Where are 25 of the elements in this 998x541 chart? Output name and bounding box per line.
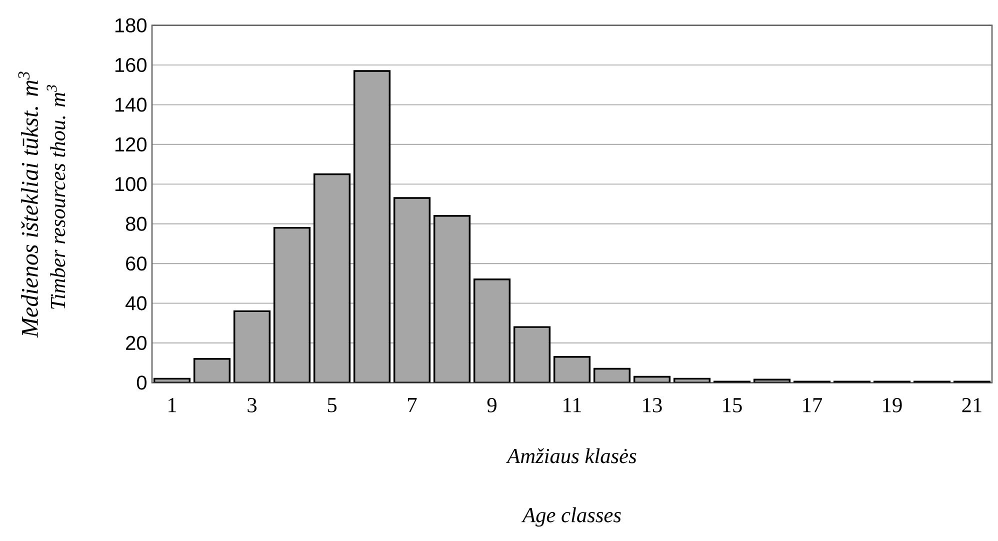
x-tick-label: 5 bbox=[328, 398, 336, 412]
y-tick-label: 160 bbox=[115, 58, 146, 72]
x-tick-label: 11 bbox=[564, 398, 581, 412]
y-tick-label: 140 bbox=[115, 98, 146, 112]
x-tick-label: 15 bbox=[723, 398, 742, 412]
y-tick-label: 120 bbox=[115, 137, 146, 152]
y-tick-label: 100 bbox=[115, 177, 146, 192]
x-tick-label: 13 bbox=[643, 398, 662, 412]
x-tick-label: 19 bbox=[883, 398, 902, 412]
text: Timber resources thou. m$^{3}$ bbox=[46, 84, 66, 309]
y-tick-label: 60 bbox=[126, 256, 146, 271]
y-tick-label: 80 bbox=[126, 216, 146, 231]
y-tick-label: 20 bbox=[126, 336, 146, 350]
x-axis-title: Amžiaus klasės bbox=[506, 448, 636, 464]
y-tick-label: 180 bbox=[115, 18, 146, 32]
x-tick-label: 9 bbox=[487, 398, 496, 412]
x-tick-label: 3 bbox=[248, 398, 257, 412]
x-tick-label: 17 bbox=[803, 398, 822, 412]
y-tick-label: 40 bbox=[126, 296, 146, 310]
x-tick-label: 21 bbox=[962, 398, 982, 412]
text: Age classes bbox=[521, 507, 621, 527]
x-tick-label: 7 bbox=[408, 398, 417, 412]
y-axis-title: Medienos ištekliai tūkst. m$^{3}$ bbox=[18, 72, 38, 338]
x-tick-label: 1 bbox=[168, 398, 176, 412]
y-tick-label: 0 bbox=[136, 376, 147, 390]
